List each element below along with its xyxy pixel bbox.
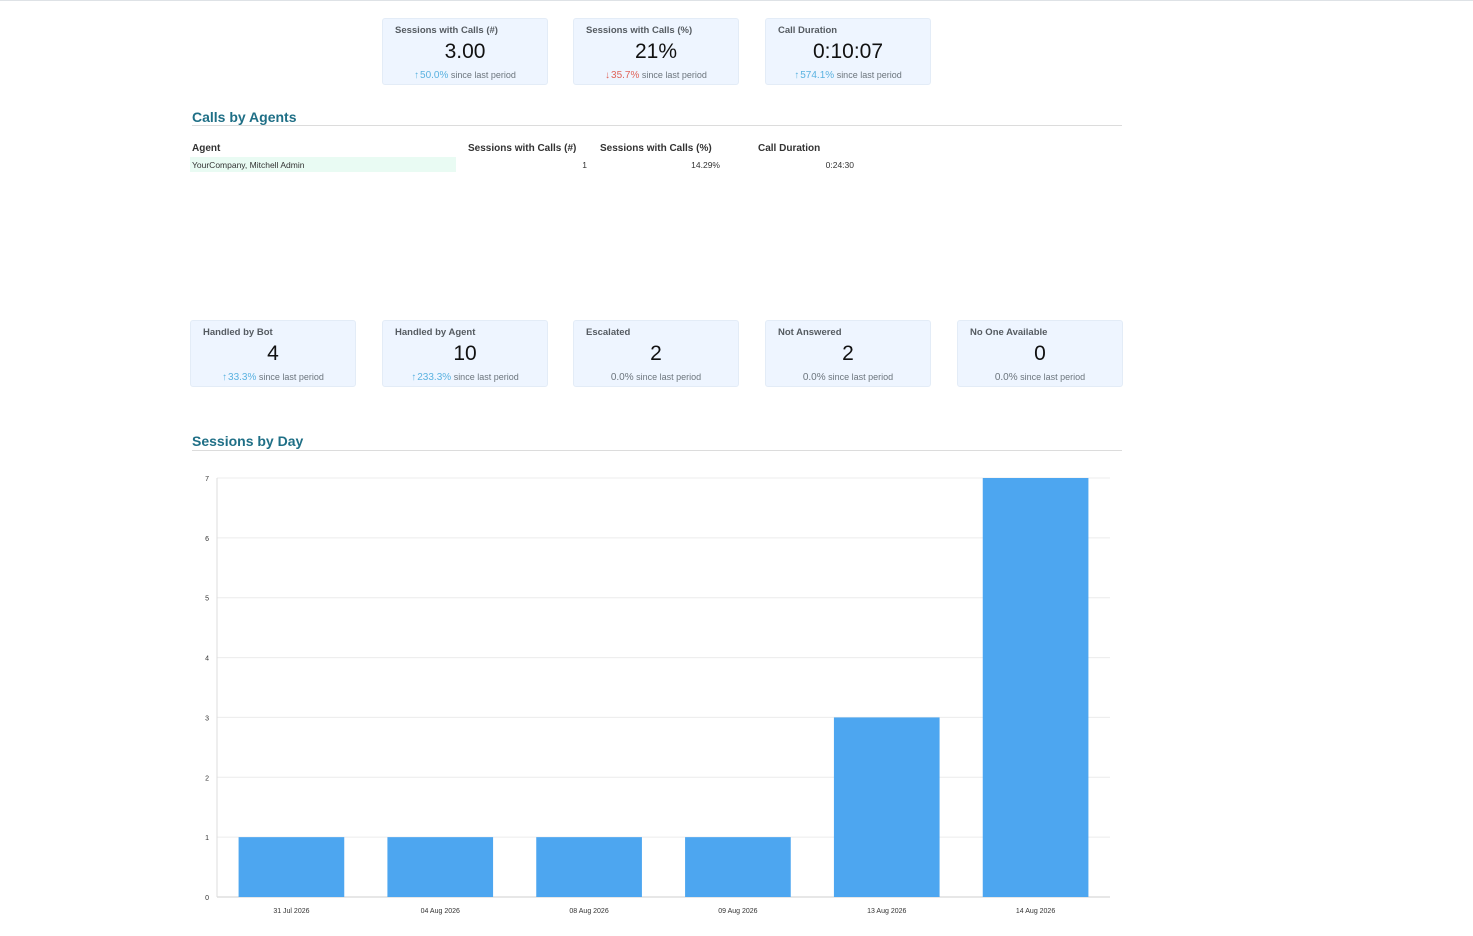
kpi-value: 21% bbox=[634, 40, 678, 63]
kpi-handled-by-agent[interactable]: Handled by Agent 10 ↑233.3% since last p… bbox=[382, 320, 548, 387]
bar[interactable] bbox=[833, 717, 940, 897]
trend-suffix: since last period bbox=[636, 372, 702, 382]
kpi-value: 0 bbox=[1034, 342, 1046, 365]
kpi-sessions-with-calls-count[interactable]: Sessions with Calls (#) 3.00 ↑50.0% sinc… bbox=[382, 18, 548, 85]
column-header-sessions-percent[interactable]: Sessions with Calls (%) bbox=[600, 143, 712, 154]
kpi-title: Escalated bbox=[586, 327, 631, 338]
y-tick-label: 6 bbox=[205, 536, 209, 543]
y-tick-label: 0 bbox=[205, 895, 209, 902]
trend-down-percentage: ↓35.7% bbox=[605, 70, 640, 81]
top-divider bbox=[0, 0, 1473, 1]
kpi-trend: 0.0% since last period bbox=[574, 372, 738, 383]
kpi-trend: 0.0% since last period bbox=[958, 372, 1122, 383]
trend-suffix: since last period bbox=[641, 70, 707, 80]
agent-name-cell[interactable]: YourCompany, Mitchell Admin bbox=[192, 160, 305, 170]
kpi-title: No One Available bbox=[970, 327, 1048, 338]
section-divider bbox=[192, 125, 1122, 126]
kpi-trend: 0.0% since last period bbox=[766, 372, 930, 383]
trend-flat-percentage: 0.0% bbox=[610, 372, 634, 383]
trend-suffix: since last period bbox=[1020, 372, 1086, 382]
arrow-up-icon: ↑ bbox=[794, 70, 800, 81]
trend-suffix: since last period bbox=[450, 70, 516, 80]
bar[interactable] bbox=[387, 837, 494, 897]
sessions-by-day-chart: 0 1 2 3 4 5 6 7 31 Jul 2026 04 Aug 2026 08 Aug 202… bbox=[205, 476, 1110, 915]
trend-suffix: since last period bbox=[828, 372, 894, 382]
calls-by-agents-title: Calls by Agents bbox=[192, 109, 297, 125]
column-header-agent[interactable]: Agent bbox=[192, 143, 221, 154]
kpi-title: Call Duration bbox=[778, 25, 838, 36]
kpi-no-one-available[interactable]: No One Available 0 0.0% since last perio… bbox=[957, 320, 1123, 387]
x-tick-label: 08 Aug 2026 bbox=[569, 908, 608, 915]
table-row[interactable] bbox=[190, 157, 456, 172]
kpi-value: 3.00 bbox=[444, 40, 486, 63]
trend-flat-percentage: 0.0% bbox=[994, 372, 1018, 383]
kpi-call-duration[interactable]: Call Duration 0:10:07 ↑574.1% since last… bbox=[765, 18, 931, 85]
trend-suffix: since last period bbox=[453, 372, 519, 382]
y-tick-label: 2 bbox=[205, 775, 209, 782]
trend-flat-percentage: 0.0% bbox=[802, 372, 826, 383]
trend-up-percentage: ↑33.3% bbox=[222, 372, 257, 383]
kpi-value: 10 bbox=[453, 342, 477, 365]
trend-suffix: since last period bbox=[258, 372, 324, 382]
bar[interactable] bbox=[238, 837, 345, 897]
call-duration-cell: 0:24:30 bbox=[825, 160, 854, 170]
kpi-title: Handled by Bot bbox=[203, 327, 273, 338]
trend-up-percentage: ↑574.1% bbox=[794, 70, 835, 81]
kpi-sessions-with-calls-percent[interactable]: Sessions with Calls (%) 21% ↓35.7% since… bbox=[573, 18, 739, 85]
sessions-percent-cell: 14.29% bbox=[691, 160, 720, 170]
y-tick-label: 3 bbox=[205, 715, 209, 722]
x-tick-label: 09 Aug 2026 bbox=[718, 908, 757, 915]
bar[interactable] bbox=[536, 837, 642, 897]
kpi-title: Not Answered bbox=[778, 327, 842, 338]
arrow-up-icon: ↑ bbox=[411, 372, 417, 383]
bar[interactable] bbox=[685, 837, 791, 897]
kpi-trend: ↓35.7% since last period bbox=[574, 70, 738, 81]
section-divider bbox=[192, 450, 1122, 451]
y-tick-label: 4 bbox=[205, 656, 209, 663]
kpi-title: Sessions with Calls (#) bbox=[395, 25, 498, 36]
trend-suffix: since last period bbox=[836, 70, 902, 80]
kpi-title: Handled by Agent bbox=[395, 327, 476, 338]
trend-up-percentage: ↑50.0% bbox=[414, 70, 449, 81]
kpi-trend: ↑50.0% since last period bbox=[383, 70, 547, 81]
column-header-call-duration[interactable]: Call Duration bbox=[758, 143, 821, 154]
arrow-up-icon: ↑ bbox=[222, 372, 228, 383]
sessions-count-cell: 1 bbox=[582, 160, 587, 170]
kpi-trend: ↑574.1% since last period bbox=[766, 70, 930, 81]
column-header-sessions-count[interactable]: Sessions with Calls (#) bbox=[468, 143, 577, 154]
arrow-up-icon: ↑ bbox=[414, 70, 420, 81]
y-tick-label: 5 bbox=[205, 596, 209, 603]
kpi-value: 2 bbox=[650, 342, 662, 365]
trend-up-percentage: ↑233.3% bbox=[411, 372, 452, 383]
x-tick-label: 13 Aug 2026 bbox=[867, 908, 906, 915]
kpi-handled-by-bot[interactable]: Handled by Bot 4 ↑33.3% since last perio… bbox=[190, 320, 356, 387]
x-tick-label: 04 Aug 2026 bbox=[421, 908, 460, 915]
kpi-escalated[interactable]: Escalated 2 0.0% since last period bbox=[573, 320, 739, 387]
x-tick-label: 14 Aug 2026 bbox=[1016, 908, 1055, 915]
sessions-by-day-title: Sessions by Day bbox=[192, 433, 304, 449]
bar[interactable] bbox=[982, 478, 1089, 897]
kpi-value: 2 bbox=[842, 342, 854, 365]
y-tick-label: 1 bbox=[205, 835, 209, 842]
arrow-down-icon: ↓ bbox=[605, 70, 611, 81]
kpi-trend: ↑233.3% since last period bbox=[383, 372, 547, 383]
x-tick-label: 31 Jul 2026 bbox=[273, 908, 309, 915]
kpi-title: Sessions with Calls (%) bbox=[586, 25, 693, 36]
kpi-trend: ↑33.3% since last period bbox=[191, 372, 355, 383]
kpi-value: 0:10:07 bbox=[812, 40, 884, 63]
kpi-not-answered[interactable]: Not Answered 2 0.0% since last period bbox=[765, 320, 931, 387]
y-tick-label: 7 bbox=[205, 476, 209, 483]
kpi-value: 4 bbox=[267, 342, 279, 365]
